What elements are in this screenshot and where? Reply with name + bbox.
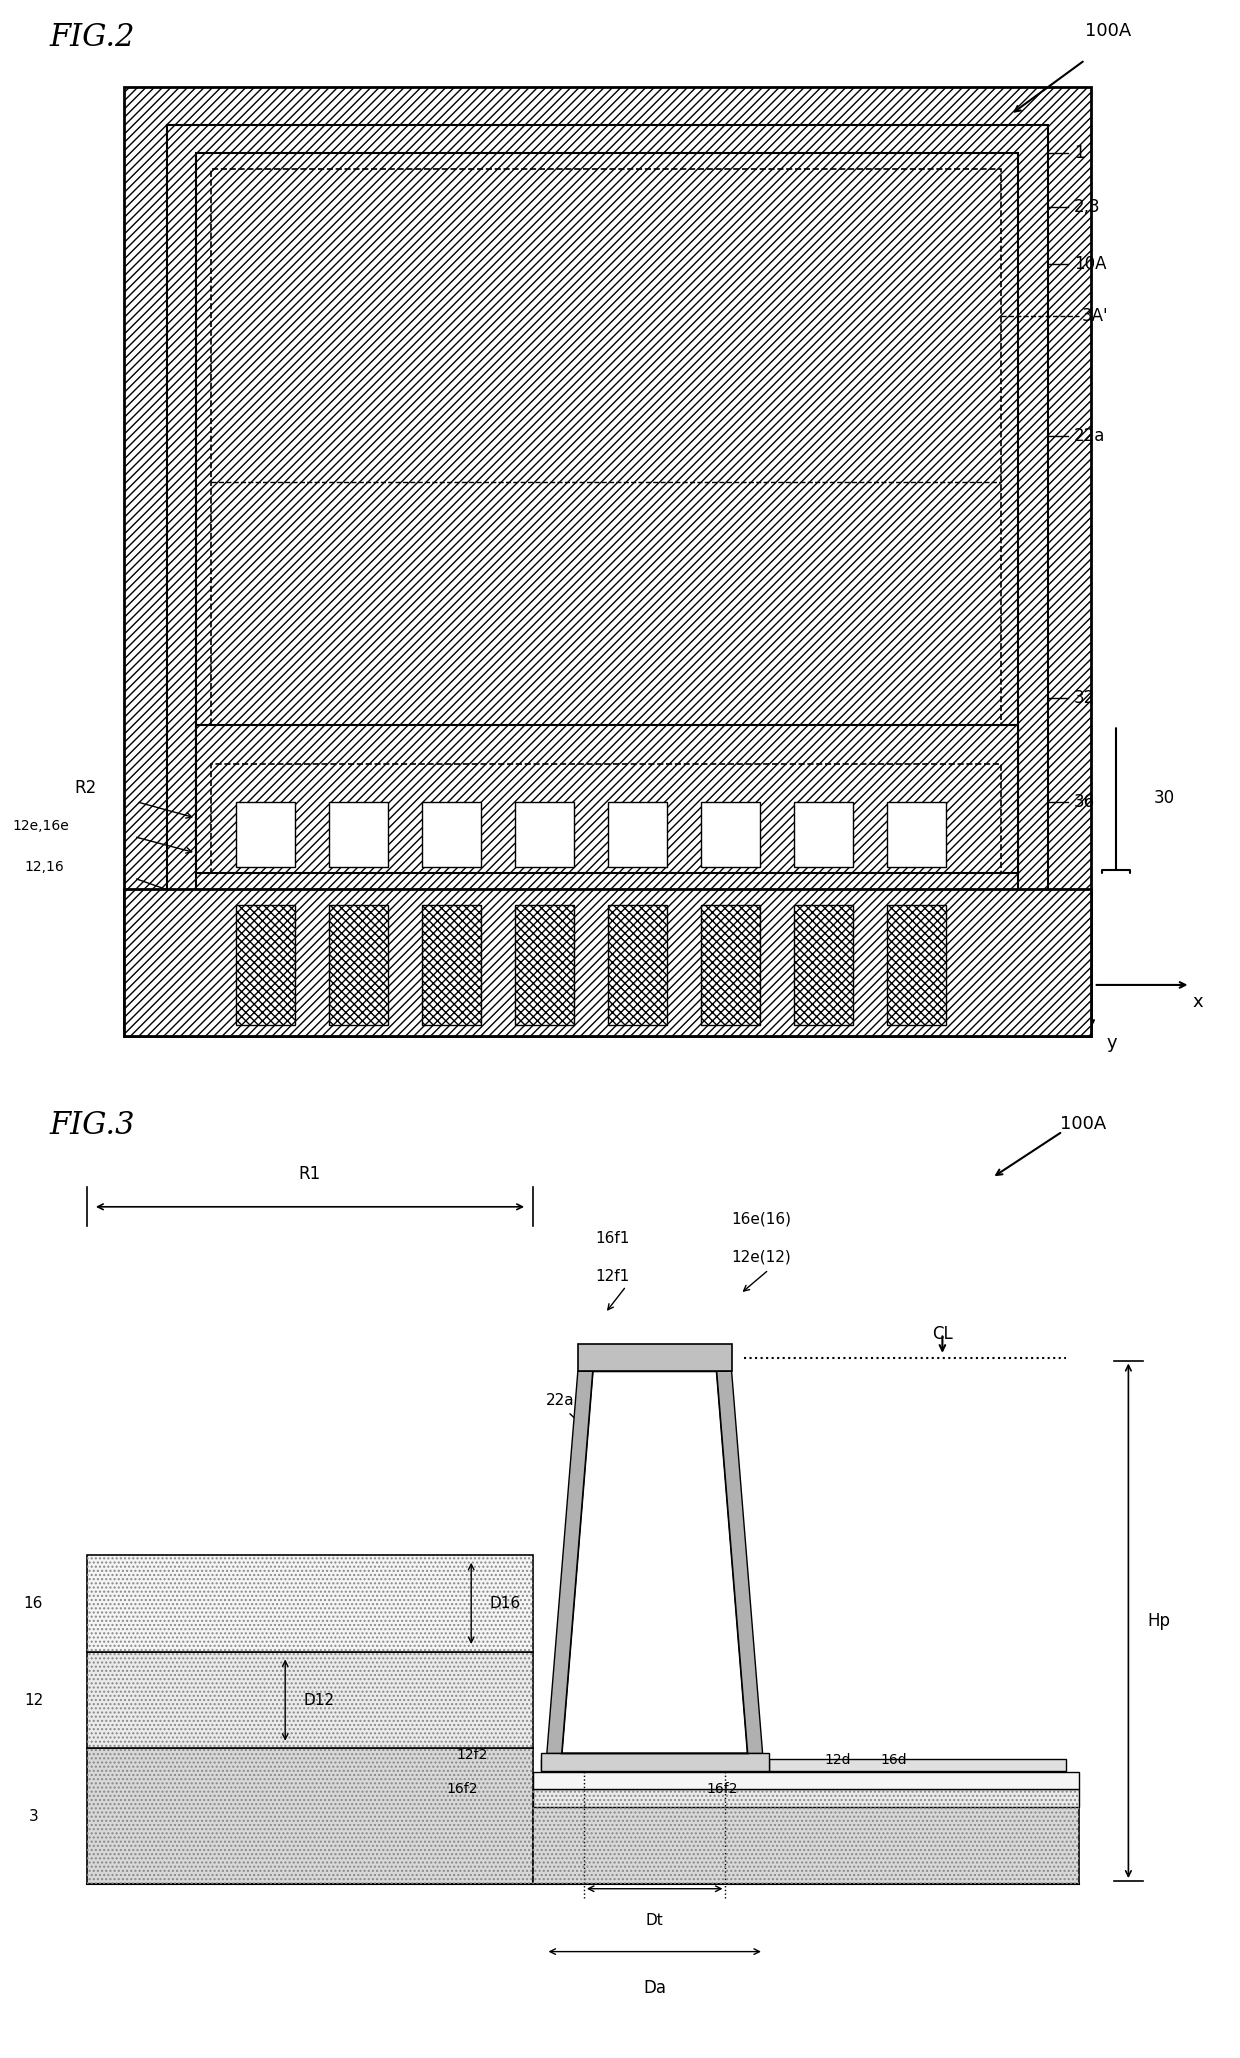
Text: 22a: 22a [1074,428,1105,445]
Polygon shape [533,1788,1079,1807]
Text: x: x [1193,992,1204,1010]
Bar [887,906,946,1025]
Bar [124,889,1091,1037]
Text: 5A': 5A' [688,440,713,455]
Text: 3: 3 [29,1809,38,1823]
Bar [236,906,295,1025]
Bar [167,126,1048,998]
Text: 36: 36 [1074,792,1095,811]
Text: FIG.3: FIG.3 [50,1109,135,1140]
Bar [124,86,1091,1037]
Text: 16e(16): 16e(16) [732,1212,791,1227]
Text: 1: 1 [1074,144,1085,163]
Text: 16f1: 16f1 [595,1231,630,1245]
Text: R2: R2 [74,778,97,796]
Bar [329,803,388,866]
Bar [515,906,574,1025]
Bar [794,803,853,866]
Bar [794,906,853,1025]
Text: 5A: 5A [267,440,286,455]
Polygon shape [541,1753,769,1770]
Bar [196,724,1018,873]
Text: 12d: 12d [825,1753,851,1768]
Polygon shape [87,1556,533,1653]
Bar [794,906,853,1025]
Bar [701,906,760,1025]
Text: 5B': 5B' [849,691,874,706]
Bar [422,906,481,1025]
Bar [422,803,481,866]
Text: 12e,16e: 12e,16e [12,819,69,833]
Text: 16: 16 [24,1595,43,1611]
Polygon shape [87,1653,533,1749]
Bar [124,889,1091,1037]
Text: 12f2: 12f2 [456,1749,487,1762]
Text: 38: 38 [1074,941,1095,957]
Text: y: y [1106,1033,1117,1052]
Text: 12f1: 12f1 [595,1270,630,1284]
Text: 100A: 100A [1085,23,1131,39]
Text: 12,16: 12,16 [25,860,64,875]
Bar [236,803,295,866]
Bar [515,803,574,866]
Bar [329,906,388,1025]
Text: CL: CL [932,1325,952,1344]
Polygon shape [578,1344,732,1371]
Bar [701,803,760,866]
Bar [422,906,481,1025]
Text: D12: D12 [304,1692,335,1708]
Polygon shape [562,1371,748,1753]
Bar [701,906,760,1025]
Bar [608,906,667,1025]
Text: 16d: 16d [880,1753,906,1768]
Bar [196,724,1018,873]
Text: D16: D16 [490,1595,521,1611]
Text: 2,3: 2,3 [1074,198,1100,216]
Text: 100A: 100A [1060,1115,1106,1132]
Text: 32: 32 [1074,689,1095,708]
Bar [515,906,574,1025]
Text: 3A: 3A [701,300,720,315]
Polygon shape [87,1749,533,1883]
Bar [196,152,1018,971]
Text: 30: 30 [1153,790,1174,807]
Text: 12e(12): 12e(12) [732,1249,791,1266]
Text: 3A': 3A' [1081,307,1107,325]
Text: 5C': 5C' [849,780,874,794]
Bar [211,169,1001,724]
Text: R1: R1 [423,296,445,315]
Bar [211,764,1001,873]
Text: θp: θp [665,1755,683,1770]
Text: 5B: 5B [238,691,258,706]
Bar [887,906,946,1025]
Polygon shape [533,1807,1079,1883]
Polygon shape [541,1760,546,1770]
Text: 22a: 22a [546,1393,574,1408]
Text: Da: Da [644,1978,666,1996]
Bar [887,803,946,866]
Bar [196,152,1018,971]
Bar [167,126,1048,998]
Text: 16f2: 16f2 [707,1782,738,1797]
Text: 16f2: 16f2 [446,1782,477,1797]
Bar [329,906,388,1025]
Polygon shape [769,1760,1066,1770]
Bar [124,86,1091,1037]
Text: R1: R1 [299,1165,321,1183]
Polygon shape [547,1371,593,1753]
Text: 12f2: 12f2 [707,1749,738,1762]
Text: Hp: Hp [1147,1611,1171,1630]
Bar [608,803,667,866]
Bar [608,906,667,1025]
Text: FIG.2: FIG.2 [50,23,135,54]
Bar [236,906,295,1025]
Text: 5C: 5C [238,780,258,794]
Text: Dt: Dt [646,1914,663,1928]
Polygon shape [717,1371,763,1753]
Text: 12: 12 [24,1692,43,1708]
Text: 10A: 10A [1074,255,1106,274]
Polygon shape [533,1772,1079,1788]
